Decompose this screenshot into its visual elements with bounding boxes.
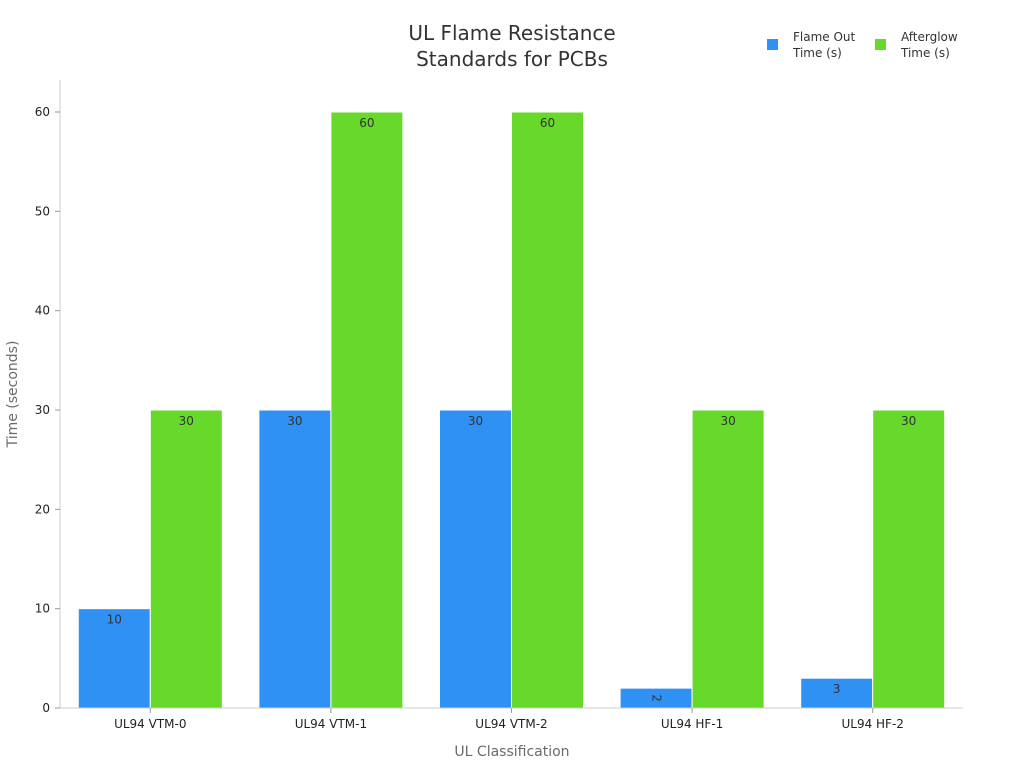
bar bbox=[800, 677, 874, 709]
y-tick-label: 30 bbox=[35, 403, 50, 417]
legend-label-flame-out-2: Time (s) bbox=[792, 46, 842, 60]
x-tick-label: UL94 VTM-1 bbox=[295, 717, 367, 731]
y-tick-label: 0 bbox=[42, 701, 50, 715]
bar-value-label: 60 bbox=[359, 116, 374, 130]
bar bbox=[258, 409, 332, 709]
x-tick-label: UL94 HF-1 bbox=[661, 717, 723, 731]
x-tick-label: UL94 VTM-2 bbox=[475, 717, 547, 731]
bar-value-label: 2 bbox=[650, 694, 664, 702]
bar bbox=[149, 409, 223, 709]
legend-label-afterglow-2: Time (s) bbox=[900, 46, 950, 60]
plot-area: 10 30 30 60 30 60 2 30 3 30 bbox=[77, 111, 946, 709]
bar-value-label: 30 bbox=[720, 414, 735, 428]
bar bbox=[330, 111, 404, 709]
y-tick-label: 50 bbox=[35, 204, 50, 218]
y-tick-label: 40 bbox=[35, 304, 50, 318]
bar bbox=[872, 409, 946, 709]
x-tick-label: UL94 HF-2 bbox=[841, 717, 903, 731]
x-tick-label: UL94 VTM-0 bbox=[114, 717, 186, 731]
legend-label-flame-out-1: Flame Out bbox=[793, 30, 856, 44]
bar-value-label: 30 bbox=[179, 414, 194, 428]
legend-label-afterglow-1: Afterglow bbox=[901, 30, 958, 44]
chart-title-line-2: Standards for PCBs bbox=[416, 47, 608, 71]
x-axis-title: UL Classification bbox=[454, 744, 569, 760]
legend: Flame Out Time (s) Afterglow Time (s) bbox=[767, 30, 958, 60]
bar bbox=[691, 409, 765, 709]
x-axis-ticks: UL94 VTM-0 UL94 VTM-1 UL94 VTM-2 UL94 HF-1 U… bbox=[114, 708, 904, 731]
bar bbox=[439, 409, 512, 709]
y-tick-label: 10 bbox=[35, 602, 50, 616]
y-tick-label: 60 bbox=[35, 105, 50, 119]
bar-value-label: 30 bbox=[468, 414, 483, 428]
y-tick-label: 20 bbox=[35, 502, 50, 516]
bar-value-label: 60 bbox=[540, 116, 555, 130]
bar-value-label: 30 bbox=[287, 414, 302, 428]
bar-value-label: 10 bbox=[107, 613, 122, 627]
bar-value-label: 3 bbox=[833, 682, 841, 696]
bar-value-label: 30 bbox=[901, 414, 916, 428]
legend-swatch-afterglow bbox=[875, 39, 886, 50]
legend-swatch-flame-out bbox=[767, 39, 778, 50]
y-axis-ticks: 0 10 20 30 40 50 60 bbox=[35, 105, 60, 715]
y-axis-title: Time (seconds) bbox=[5, 341, 21, 449]
bar bbox=[511, 111, 584, 709]
chart-title-line-1: UL Flame Resistance bbox=[408, 21, 615, 45]
bar bbox=[77, 608, 151, 709]
